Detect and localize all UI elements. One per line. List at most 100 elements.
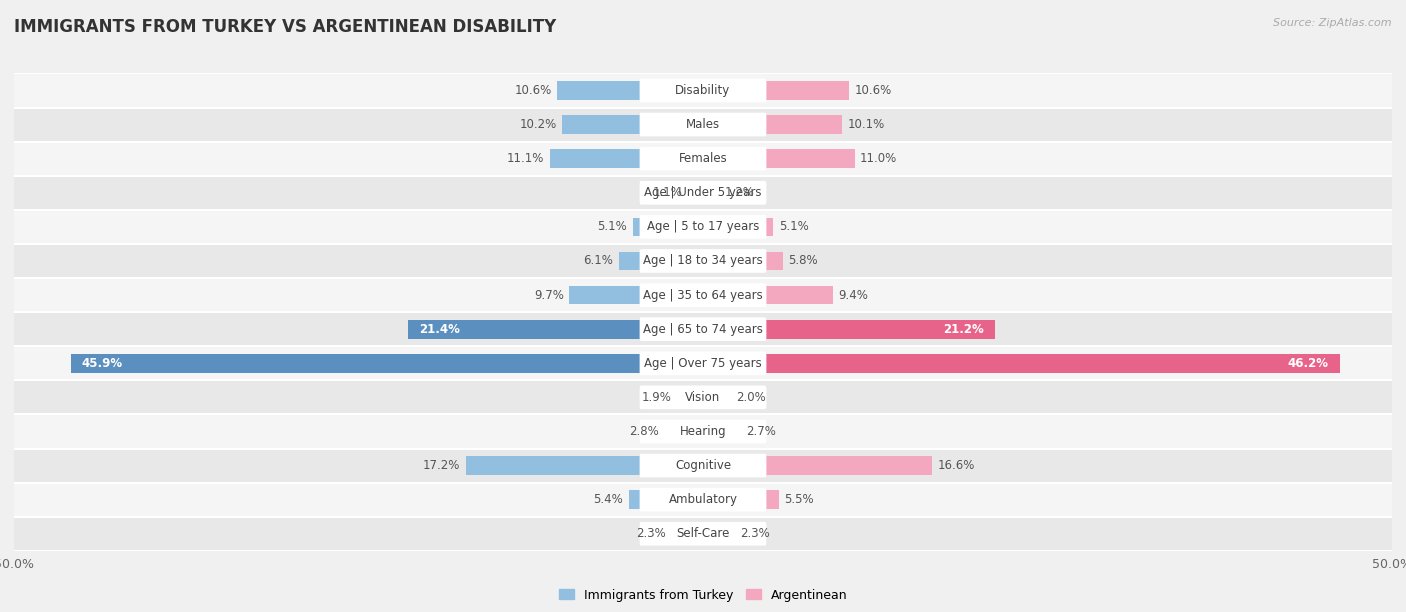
Text: Vision: Vision xyxy=(685,391,721,404)
Bar xyxy=(703,81,849,100)
Bar xyxy=(408,320,703,338)
Text: 21.4%: 21.4% xyxy=(419,323,460,335)
Text: Age | 5 to 17 years: Age | 5 to 17 years xyxy=(647,220,759,233)
Text: IMMIGRANTS FROM TURKEY VS ARGENTINEAN DISABILITY: IMMIGRANTS FROM TURKEY VS ARGENTINEAN DI… xyxy=(14,18,557,36)
Bar xyxy=(14,380,1392,414)
Text: Females: Females xyxy=(679,152,727,165)
Text: Age | 35 to 64 years: Age | 35 to 64 years xyxy=(643,289,763,302)
Text: 6.1%: 6.1% xyxy=(583,255,613,267)
Text: 2.3%: 2.3% xyxy=(740,528,770,540)
Text: Self-Care: Self-Care xyxy=(676,528,730,540)
Bar xyxy=(619,252,703,271)
Bar xyxy=(676,388,703,407)
FancyBboxPatch shape xyxy=(640,215,766,239)
Bar xyxy=(703,286,832,304)
FancyBboxPatch shape xyxy=(640,420,766,443)
FancyBboxPatch shape xyxy=(640,453,766,477)
Text: 10.6%: 10.6% xyxy=(855,84,891,97)
Text: 45.9%: 45.9% xyxy=(82,357,122,370)
Text: Age | Under 5 years: Age | Under 5 years xyxy=(644,186,762,200)
Text: 5.8%: 5.8% xyxy=(789,255,818,267)
FancyBboxPatch shape xyxy=(640,488,766,512)
Legend: Immigrants from Turkey, Argentinean: Immigrants from Turkey, Argentinean xyxy=(554,584,852,606)
Text: Age | 65 to 74 years: Age | 65 to 74 years xyxy=(643,323,763,335)
Bar xyxy=(70,354,703,373)
Bar xyxy=(550,149,703,168)
Text: 11.0%: 11.0% xyxy=(860,152,897,165)
Bar xyxy=(14,346,1392,380)
Text: Source: ZipAtlas.com: Source: ZipAtlas.com xyxy=(1274,18,1392,28)
Text: Hearing: Hearing xyxy=(679,425,727,438)
Bar xyxy=(703,320,995,338)
Bar xyxy=(14,414,1392,449)
FancyBboxPatch shape xyxy=(640,78,766,102)
Bar xyxy=(703,252,783,271)
Text: 2.7%: 2.7% xyxy=(745,425,776,438)
Text: 10.6%: 10.6% xyxy=(515,84,551,97)
Text: 11.1%: 11.1% xyxy=(508,152,544,165)
Text: 9.7%: 9.7% xyxy=(534,289,564,302)
Bar xyxy=(14,108,1392,141)
Bar xyxy=(703,388,731,407)
Text: 46.2%: 46.2% xyxy=(1288,357,1329,370)
Text: 9.4%: 9.4% xyxy=(838,289,868,302)
Bar xyxy=(633,217,703,236)
Text: 2.3%: 2.3% xyxy=(636,528,666,540)
Text: Age | 18 to 34 years: Age | 18 to 34 years xyxy=(643,255,763,267)
Bar xyxy=(557,81,703,100)
Text: Males: Males xyxy=(686,118,720,131)
Text: 5.4%: 5.4% xyxy=(593,493,623,506)
FancyBboxPatch shape xyxy=(640,181,766,204)
Bar xyxy=(14,73,1392,108)
Text: 16.6%: 16.6% xyxy=(938,459,974,472)
Bar xyxy=(14,141,1392,176)
Bar xyxy=(703,524,735,543)
Bar xyxy=(665,422,703,441)
Bar xyxy=(14,278,1392,312)
FancyBboxPatch shape xyxy=(640,351,766,375)
Text: 10.1%: 10.1% xyxy=(848,118,884,131)
FancyBboxPatch shape xyxy=(640,522,766,546)
Text: 1.9%: 1.9% xyxy=(641,391,671,404)
Bar xyxy=(465,456,703,475)
Bar xyxy=(703,149,855,168)
Text: Cognitive: Cognitive xyxy=(675,459,731,472)
Text: 17.2%: 17.2% xyxy=(423,459,461,472)
Text: Disability: Disability xyxy=(675,84,731,97)
Bar xyxy=(703,115,842,134)
Bar xyxy=(671,524,703,543)
Text: 1.2%: 1.2% xyxy=(725,186,755,200)
Bar xyxy=(14,176,1392,210)
Bar xyxy=(703,456,932,475)
Bar xyxy=(703,184,720,202)
FancyBboxPatch shape xyxy=(640,113,766,136)
Text: Age | Over 75 years: Age | Over 75 years xyxy=(644,357,762,370)
Bar xyxy=(562,115,703,134)
FancyBboxPatch shape xyxy=(640,249,766,273)
Bar xyxy=(14,449,1392,483)
Text: 5.1%: 5.1% xyxy=(598,220,627,233)
FancyBboxPatch shape xyxy=(640,283,766,307)
Bar xyxy=(569,286,703,304)
FancyBboxPatch shape xyxy=(640,317,766,341)
Bar xyxy=(688,184,703,202)
FancyBboxPatch shape xyxy=(640,147,766,171)
Text: 2.8%: 2.8% xyxy=(628,425,659,438)
Bar xyxy=(703,354,1340,373)
Text: 10.2%: 10.2% xyxy=(520,118,557,131)
Text: 5.5%: 5.5% xyxy=(785,493,814,506)
Text: 5.1%: 5.1% xyxy=(779,220,808,233)
Bar xyxy=(14,210,1392,244)
Bar xyxy=(628,490,703,509)
Text: 21.2%: 21.2% xyxy=(943,323,984,335)
Text: Ambulatory: Ambulatory xyxy=(668,493,738,506)
Bar xyxy=(703,490,779,509)
Text: 2.0%: 2.0% xyxy=(737,391,766,404)
Bar xyxy=(703,422,740,441)
Text: 1.1%: 1.1% xyxy=(652,186,682,200)
Bar xyxy=(703,217,773,236)
Bar xyxy=(14,517,1392,551)
Bar xyxy=(14,483,1392,517)
Bar xyxy=(14,244,1392,278)
Bar xyxy=(14,312,1392,346)
